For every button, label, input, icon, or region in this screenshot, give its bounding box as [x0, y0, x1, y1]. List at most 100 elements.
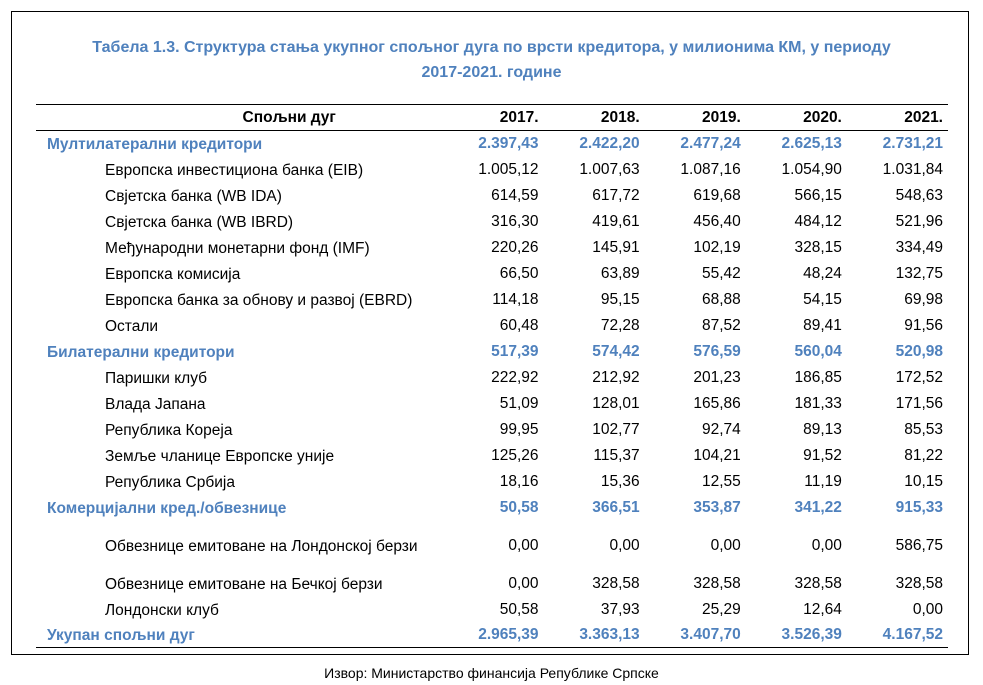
value-cell: 114,18	[492, 291, 539, 308]
value-cell: 212,92	[592, 369, 640, 386]
value-cell: 81,22	[904, 447, 943, 464]
value-cell: 328,58	[592, 575, 640, 592]
value-cell: 341,22	[794, 499, 842, 516]
source-note: Извор: Министарство финансија Републике …	[324, 665, 659, 681]
row-label: Остали	[105, 317, 159, 335]
value-cell: 25,29	[701, 601, 741, 618]
value-cell: 68,88	[701, 291, 741, 308]
value-cell: 171,56	[895, 395, 943, 412]
value-cell: 48,24	[803, 265, 842, 282]
row-label: Обвезнице емитоване на Бечкој берзи	[105, 575, 383, 593]
value-cell: 91,56	[904, 317, 943, 334]
value-cell: 91,52	[803, 447, 842, 464]
value-cell: 181,33	[794, 395, 842, 412]
value-cell: 10,15	[904, 473, 943, 490]
value-cell: 1.007,63	[579, 161, 640, 178]
row-label: Република Кореја	[105, 421, 233, 439]
header-year: 2020.	[745, 104, 847, 131]
table-row: Лондонски клуб 50,58 37,93 25,29 12,64 0,00	[36, 597, 948, 623]
value-cell: 89,41	[803, 317, 842, 334]
table-row: Европска инвестициона банка (EIB) 1.005,1…	[36, 157, 948, 183]
row-label: Обвезнице емитоване на Лондонској берзи	[105, 537, 418, 555]
table-row: Република Кореја 99,95 102,77 92,74 89,13 85,…	[36, 417, 948, 443]
value-cell: 0,00	[811, 537, 842, 554]
group-row: Мултилатерални кредитори 2.397,43 2.422,20…	[36, 131, 948, 158]
value-cell: 132,75	[895, 265, 943, 282]
row-label: Комерцијални кред./обвезнице	[47, 499, 287, 517]
value-cell: 2.731,21	[882, 135, 943, 152]
value-cell: 89,13	[803, 421, 842, 438]
value-cell: 2.625,13	[781, 135, 842, 152]
table-title-line-1: Табела 1.3. Структура стања укупног спољ…	[92, 39, 891, 56]
value-cell: 316,30	[491, 213, 539, 230]
value-cell: 520,98	[895, 343, 943, 360]
value-cell: 1.031,84	[882, 161, 943, 178]
value-cell: 2.397,43	[478, 135, 539, 152]
value-cell: 0,00	[508, 575, 539, 592]
value-cell: 186,85	[794, 369, 842, 386]
value-cell: 11,19	[804, 473, 842, 490]
row-label: Земље чланице Европске уније	[105, 447, 335, 465]
value-cell: 328,58	[693, 575, 741, 592]
value-cell: 328,15	[794, 239, 842, 256]
row-label: Међународни монетарни фонд (IMF)	[105, 239, 370, 257]
table-title: Табела 1.3. Структура стања укупног спољ…	[30, 35, 953, 85]
row-label: Европска комисија	[105, 265, 241, 283]
row-label: Билатерални кредитори	[47, 343, 235, 361]
value-cell: 419,61	[592, 213, 640, 230]
value-cell: 2.965,39	[442, 623, 544, 648]
value-cell: 145,91	[592, 239, 640, 256]
table-row: Обвезнице емитоване на Бечкој берзи 0,00 3…	[36, 571, 948, 597]
value-cell: 37,93	[600, 601, 640, 618]
value-cell: 586,75	[895, 537, 943, 554]
table-title-line-2: 2017-2021. године	[421, 64, 562, 81]
value-cell: 0,00	[912, 601, 943, 618]
value-cell: 50,58	[499, 601, 539, 618]
header-year: 2019.	[644, 104, 746, 131]
value-cell: 3.526,39	[745, 623, 847, 648]
value-cell: 15,36	[600, 473, 640, 490]
table-row: Земље чланице Европске уније 125,26 115,37…	[36, 443, 948, 469]
value-cell: 366,51	[592, 499, 640, 516]
value-cell: 915,33	[895, 499, 943, 516]
value-cell: 484,12	[794, 213, 842, 230]
value-cell: 456,40	[693, 213, 741, 230]
table-row: Европска комисија 66,50 63,89 55,42 48,24 132…	[36, 261, 948, 287]
table-row: Република Србија 18,16 15,36 12,55 11,19 10,1…	[36, 469, 948, 495]
value-cell: 92,74	[701, 421, 741, 438]
table-frame	[11, 11, 969, 655]
value-cell: 60,48	[499, 317, 539, 334]
value-cell: 560,04	[794, 343, 842, 360]
value-cell: 3.407,70	[644, 623, 746, 648]
table-row: Паришки клуб 222,92 212,92 201,23 186,85 172,…	[36, 365, 948, 391]
value-cell: 165,86	[693, 395, 741, 412]
value-cell: 12,55	[701, 473, 741, 490]
value-cell: 328,58	[794, 575, 842, 592]
header-row: Спољни дуг 2017. 2018. 2019. 2020. 2021.	[36, 104, 948, 131]
value-cell: 172,52	[895, 369, 943, 386]
value-cell: 99,95	[499, 421, 539, 438]
row-label: Влада Јапана	[105, 395, 206, 413]
group-row: Билатерални кредитори 517,39 574,42 576,59 5…	[36, 339, 948, 365]
header-year: 2018.	[543, 104, 645, 131]
header-year: 2021.	[846, 104, 948, 131]
value-cell: 4.167,52	[846, 623, 948, 648]
value-cell: 125,26	[491, 447, 539, 464]
row-label: Европска банка за обнову и развој (EBRD)	[105, 291, 413, 309]
value-cell: 69,98	[904, 291, 943, 308]
value-cell: 548,63	[895, 187, 943, 204]
value-cell: 50,58	[499, 499, 539, 516]
value-cell: 51,09	[499, 395, 539, 412]
table-row: Међународни монетарни фонд (IMF) 220,26 14…	[36, 235, 948, 261]
row-label: Паришки клуб	[105, 369, 208, 387]
value-cell: 0,00	[609, 537, 640, 554]
header-label: Спољни дуг	[36, 104, 443, 131]
total-row: Укупан спољни дуг 2.965,39 3.363,13 3.407,7…	[36, 623, 948, 648]
value-cell: 619,68	[693, 187, 741, 204]
value-cell: 220,26	[491, 239, 539, 256]
table-row: Влада Јапана 51,09 128,01 165,86 181,33 171,5…	[36, 391, 948, 417]
value-cell: 85,53	[904, 421, 943, 438]
value-cell: 566,15	[794, 187, 842, 204]
table-row: Свјетска банка (WB IBRD) 316,30 419,61 456,…	[36, 209, 948, 235]
value-cell: 574,42	[592, 343, 640, 360]
